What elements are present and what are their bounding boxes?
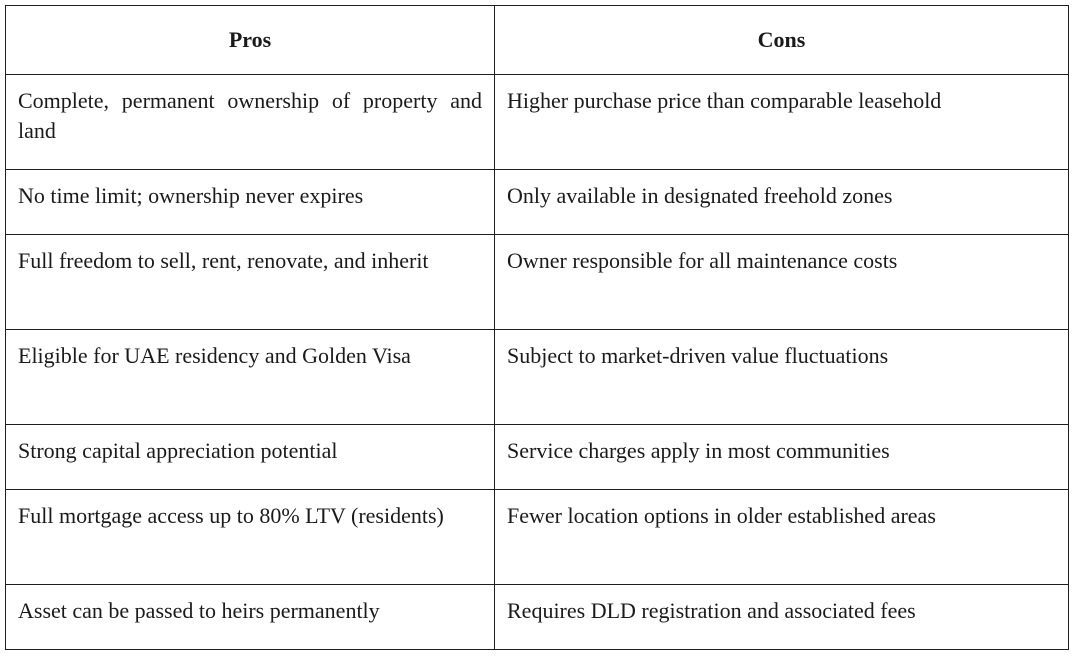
table-header-row: Pros Cons	[5, 5, 1069, 75]
con-cell: Higher purchase price than comparable le…	[494, 74, 1069, 170]
pros-header: Pros	[5, 5, 495, 75]
table-row: Full mortgage access up to 80% LTV (resi…	[5, 489, 1069, 585]
con-cell: Owner responsible for all maintenance co…	[494, 234, 1069, 330]
con-cell: Subject to market-driven value fluctuati…	[494, 329, 1069, 425]
pro-cell: Complete, permanent ownership of propert…	[5, 74, 495, 170]
table-row: Complete, permanent ownership of propert…	[5, 74, 1069, 170]
con-cell: Service charges apply in most communitie…	[494, 424, 1069, 490]
pro-cell: No time limit; ownership never expires	[5, 169, 495, 235]
table-row: No time limit; ownership never expires O…	[5, 169, 1069, 235]
pros-cons-table: Pros Cons Complete, permanent ownership …	[5, 5, 1069, 650]
pro-cell: Full freedom to sell, rent, renovate, an…	[5, 234, 495, 330]
table-row: Strong capital appreciation potential Se…	[5, 424, 1069, 490]
con-cell: Only available in designated freehold zo…	[494, 169, 1069, 235]
cons-header: Cons	[494, 5, 1069, 75]
table-row: Asset can be passed to heirs permanently…	[5, 584, 1069, 650]
pro-cell: Full mortgage access up to 80% LTV (resi…	[5, 489, 495, 585]
table-row: Full freedom to sell, rent, renovate, an…	[5, 234, 1069, 330]
pro-cell: Strong capital appreciation potential	[5, 424, 495, 490]
pro-cell: Eligible for UAE residency and Golden Vi…	[5, 329, 495, 425]
con-cell: Requires DLD registration and associated…	[494, 584, 1069, 650]
pro-cell: Asset can be passed to heirs permanently	[5, 584, 495, 650]
table-row: Eligible for UAE residency and Golden Vi…	[5, 329, 1069, 425]
con-cell: Fewer location options in older establis…	[494, 489, 1069, 585]
